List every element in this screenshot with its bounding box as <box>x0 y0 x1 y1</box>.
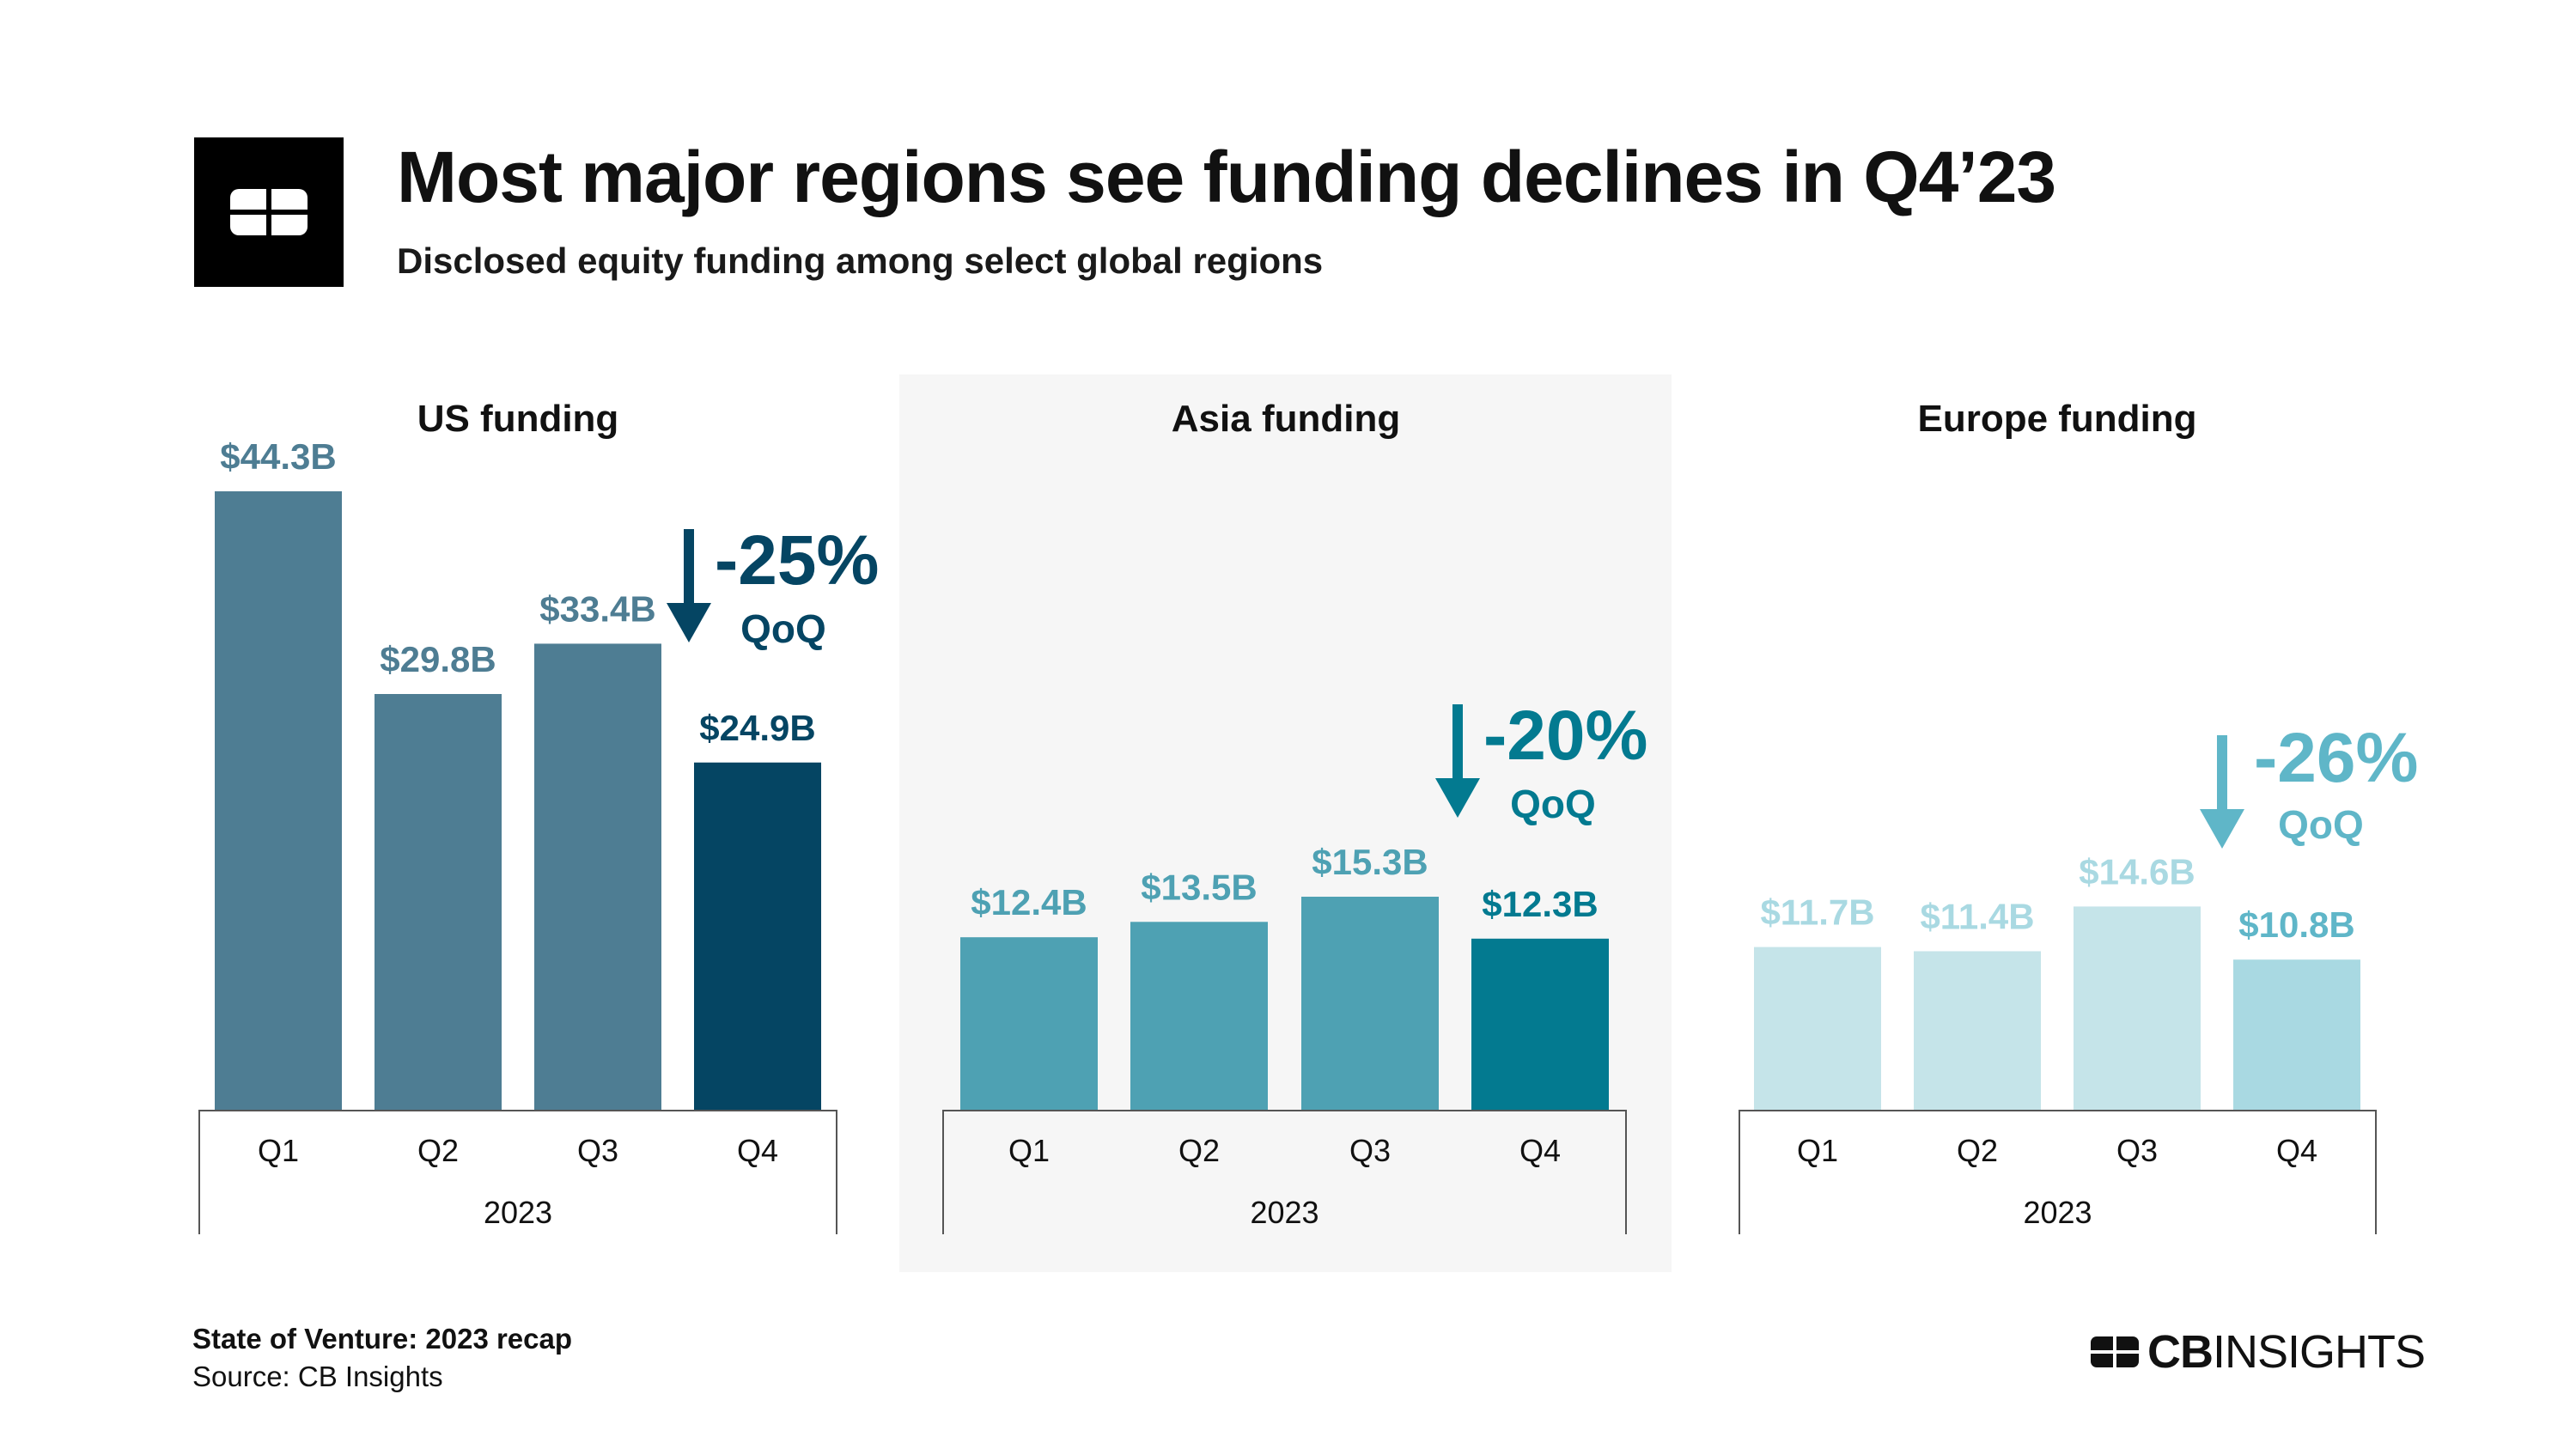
down-arrow-head-icon <box>1435 778 1480 818</box>
tick-label-q3: Q3 <box>1349 1133 1391 1168</box>
down-arrow-icon <box>684 529 694 605</box>
bar-q4 <box>1471 938 1609 1111</box>
report-name: State of Venture: 2023 recap <box>192 1323 573 1355</box>
bar-q2 <box>1914 951 2041 1111</box>
source-note: Source: CB Insights <box>192 1361 443 1392</box>
bar-q3 <box>2074 906 2201 1111</box>
europe-funding-chart: Europe funding $11.7B Q1 $11.4B Q2 $14.6B Q3 $1… <box>1739 398 2418 1234</box>
down-arrow-head-icon <box>667 603 711 642</box>
down-arrow-icon <box>2217 735 2227 811</box>
page-subtitle: Disclosed equity funding among select gl… <box>397 240 1324 281</box>
bar-q3 <box>534 643 661 1111</box>
tick-label-q2: Q2 <box>1178 1133 1220 1168</box>
change-label: -26% <box>2254 719 2418 797</box>
bar-q4 <box>2233 959 2360 1111</box>
tick-label-q4: Q4 <box>2276 1133 2317 1168</box>
group-label: 2023 <box>484 1195 552 1230</box>
tick-label-q1: Q1 <box>1008 1133 1050 1168</box>
cb-insights-brand-icon <box>2091 1336 2139 1367</box>
cb-insights-logo-icon <box>194 137 344 287</box>
x-axis <box>942 1110 1627 1234</box>
chart-title: US funding <box>417 398 619 440</box>
data-label-q3: $15.3B <box>1312 842 1428 882</box>
bar-q1 <box>1754 947 1881 1111</box>
x-axis <box>198 1110 837 1234</box>
brand-name-bold: CB <box>2147 1326 2214 1378</box>
data-label-q3: $33.4B <box>539 588 655 629</box>
us-funding-chart: US funding $44.3B Q1 $29.8B Q2 $33.4B Q3 $24.9B… <box>198 398 879 1234</box>
tick-label-q4: Q4 <box>737 1133 778 1168</box>
data-label-q2: $13.5B <box>1141 867 1257 907</box>
tick-label-q4: Q4 <box>1519 1133 1561 1168</box>
tick-label-q1: Q1 <box>1797 1133 1838 1168</box>
down-arrow-icon <box>1452 704 1463 780</box>
tick-label-q1: Q1 <box>258 1133 299 1168</box>
bar-q4 <box>694 762 821 1111</box>
change-unit: QoQ <box>2278 802 2364 847</box>
tick-label-q3: Q3 <box>2116 1133 2158 1168</box>
bar-q2 <box>1130 922 1268 1111</box>
data-label-q4: $12.3B <box>1482 884 1598 924</box>
change-label: -25% <box>715 521 879 600</box>
data-label-q1: $11.7B <box>1760 892 1874 933</box>
change-unit: QoQ <box>1510 782 1596 826</box>
chart-title: Europe funding <box>1917 398 2196 440</box>
bar-q3 <box>1301 896 1439 1111</box>
chart-title: Asia funding <box>1172 398 1400 440</box>
tick-label-q2: Q2 <box>417 1133 459 1168</box>
data-label-q1: $44.3B <box>220 436 336 477</box>
bar-q2 <box>375 694 502 1111</box>
group-label: 2023 <box>2023 1195 2092 1230</box>
data-label-q3: $14.6B <box>2079 851 2195 892</box>
asia-panel-background <box>899 374 1672 1272</box>
data-label-q4: $24.9B <box>699 708 815 748</box>
data-label-q4: $10.8B <box>2238 904 2354 945</box>
bar-q1 <box>215 491 342 1111</box>
change-label: -20% <box>1483 697 1647 775</box>
data-label-q2: $11.4B <box>1920 896 2034 936</box>
tick-label-q2: Q2 <box>1957 1133 1998 1168</box>
brand-name-light: INSIGHTS <box>2213 1326 2426 1378</box>
data-label-q1: $12.4B <box>971 882 1087 922</box>
change-unit: QoQ <box>740 606 826 651</box>
asia-funding-chart: Asia funding $12.4B Q1 $13.5B Q2 $15.3B Q3 $12.… <box>942 398 1647 1234</box>
group-label: 2023 <box>1250 1195 1318 1230</box>
tick-label-q3: Q3 <box>577 1133 618 1168</box>
down-arrow-head-icon <box>2200 809 2244 849</box>
x-axis <box>1739 1110 2377 1234</box>
cb-insights-brand: CBINSIGHTS <box>2089 1326 2426 1378</box>
data-label-q2: $29.8B <box>380 639 496 679</box>
bar-q1 <box>960 937 1098 1111</box>
page-title: Most major regions see funding declines … <box>397 137 2056 217</box>
